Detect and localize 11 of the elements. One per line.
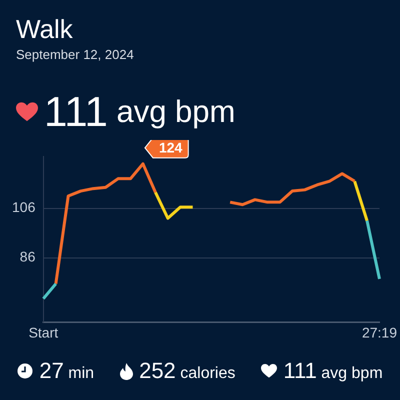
y-tick-label: 106 [12, 199, 36, 216]
x-tick-label: Start [28, 324, 58, 340]
text: 124 [158, 140, 183, 156]
text: 27 min [39, 358, 94, 383]
chart-subtitle: September 12, 2024 [16, 47, 134, 62]
y-tick-label: 86 [20, 248, 36, 265]
x-tick-label: 27:19 [362, 324, 398, 340]
text: 111 avg bpm [44, 88, 236, 136]
text: 252 calories [139, 358, 236, 383]
text: 111 avg bpm [283, 358, 383, 383]
chart-title: Walk [16, 14, 73, 45]
